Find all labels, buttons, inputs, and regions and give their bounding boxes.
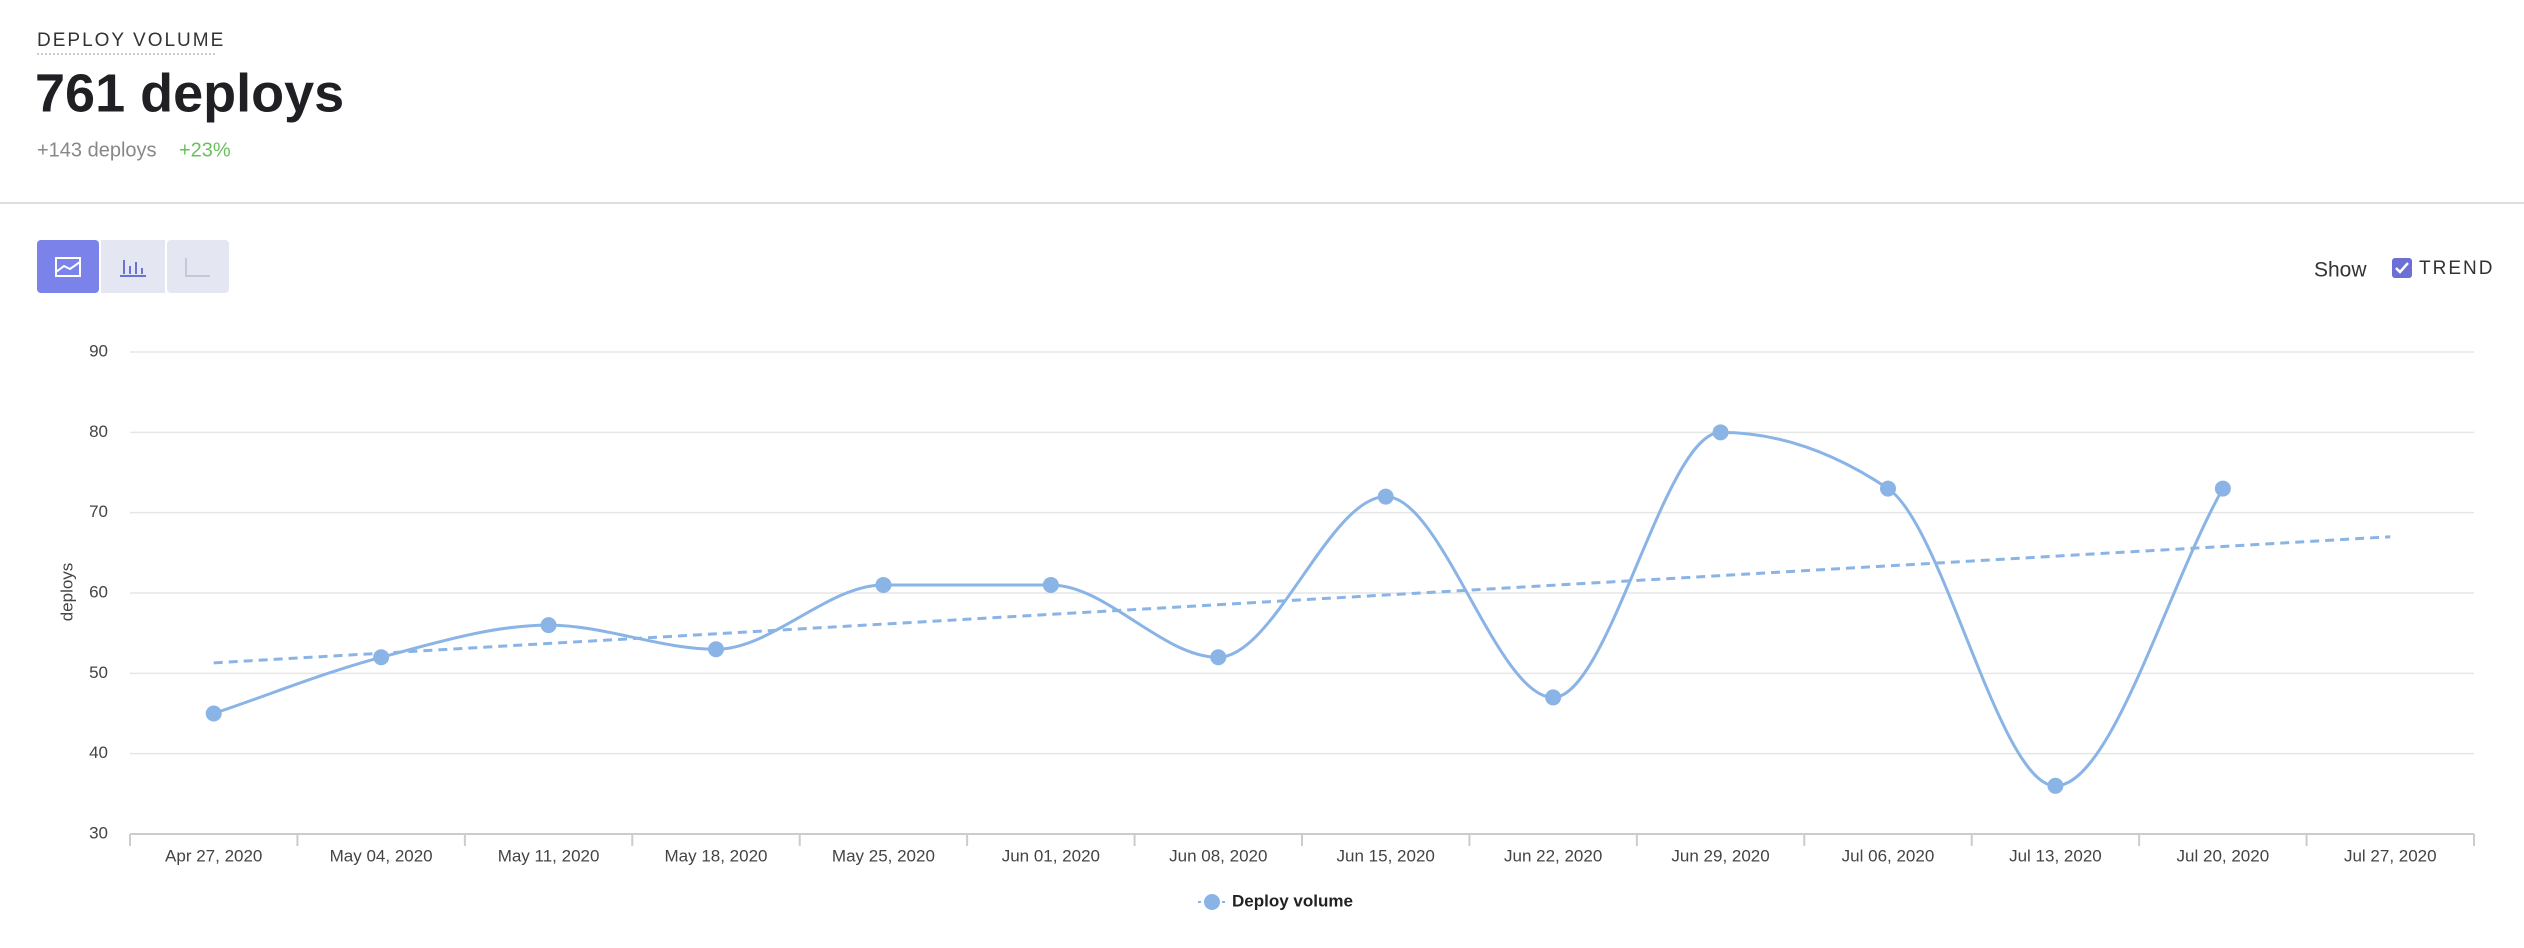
x-tick-label: Jul 20, 2020 — [2177, 846, 2270, 865]
x-tick-label: Apr 27, 2020 — [165, 846, 262, 865]
x-tick-label: Jun 15, 2020 — [1337, 846, 1435, 865]
trend-checkbox[interactable] — [2392, 258, 2412, 278]
show-label: Show — [2314, 259, 2367, 282]
x-tick-label: May 18, 2020 — [664, 846, 767, 865]
chart-type-toggle — [37, 240, 229, 293]
x-tick-label: Jun 22, 2020 — [1504, 846, 1602, 865]
data-point — [2214, 480, 2231, 497]
x-tick-label: Jun 08, 2020 — [1169, 846, 1267, 865]
metric-change-pct: +23% — [179, 139, 231, 161]
data-point — [540, 617, 557, 634]
data-point — [1880, 480, 1896, 497]
data-point — [1712, 424, 1729, 441]
data-point — [205, 705, 222, 722]
data-point — [1210, 649, 1227, 666]
data-point — [373, 649, 390, 666]
x-tick-label: Jul 13, 2020 — [2009, 846, 2102, 865]
y-tick-label: 60 — [89, 582, 108, 601]
checkmark — [2395, 262, 2409, 274]
x-tick-label: Jul 27, 2020 — [2344, 846, 2437, 865]
metric-title: DEPLOY VOLUME — [37, 30, 225, 51]
trend-label: TREND — [2419, 258, 2494, 279]
y-tick-label: 90 — [89, 341, 108, 360]
legend-label: Deploy volume — [1232, 891, 1353, 910]
data-point — [708, 641, 724, 658]
trend-line — [213, 535, 2391, 665]
y-tick-label: 80 — [89, 422, 108, 441]
data-point — [1042, 576, 1059, 593]
y-axis-label: deploys — [57, 563, 76, 622]
area-button[interactable] — [37, 240, 99, 293]
series-line — [213, 430, 2225, 788]
area-icon — [55, 257, 81, 277]
legend-marker — [1204, 894, 1220, 910]
y-tick-label: 50 — [89, 663, 108, 682]
data-point — [2047, 777, 2064, 794]
bar-icon — [120, 260, 146, 277]
data-point — [875, 576, 892, 593]
y-tick-label: 70 — [89, 502, 108, 521]
scatter-button[interactable] — [167, 240, 229, 293]
y-tick-label: 40 — [89, 743, 108, 762]
x-tick-label: May 04, 2020 — [330, 846, 433, 865]
x-tick-label: May 11, 2020 — [498, 846, 600, 865]
bar-button[interactable] — [101, 240, 165, 293]
metric-value: 761 deploys — [35, 63, 344, 123]
data-point — [1377, 488, 1394, 505]
x-tick-label: Jun 29, 2020 — [1671, 846, 1769, 865]
scatter-icon — [185, 258, 210, 277]
metric-change: +143 deploys — [37, 139, 157, 161]
x-tick-label: Jun 01, 2020 — [1002, 846, 1100, 865]
x-tick-label: Jul 06, 2020 — [1842, 846, 1935, 865]
y-tick-label: 30 — [89, 823, 108, 842]
data-point — [1545, 689, 1562, 706]
x-tick-label: May 25, 2020 — [832, 846, 935, 865]
